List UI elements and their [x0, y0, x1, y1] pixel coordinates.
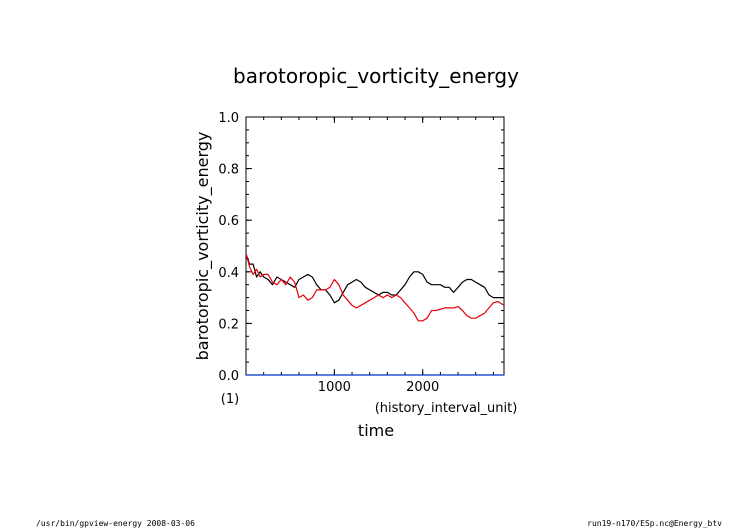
y-axis-label: barotoropic_vorticity_energy [193, 132, 213, 361]
axis-ticks [246, 116, 504, 376]
plot-frame [245, 116, 505, 376]
chart-title: barotoropic_vorticity_energy [233, 64, 519, 88]
x-tick-label: 1000 [318, 380, 351, 395]
y-tick-label: 0.6 [218, 214, 239, 229]
series-line-2 [245, 253, 505, 322]
series-line-1 [245, 253, 504, 304]
y-tick-label: 0.0 [218, 369, 239, 384]
y-axis-unit: (1) [221, 392, 239, 407]
x-axis-unit: (history_interval_unit) [375, 401, 518, 416]
y-tick-label: 0.2 [218, 317, 239, 332]
footer-right-text: run19-n170/ESp.nc@Energy_btv [587, 519, 722, 528]
tick-labels: 0.0 0.2 0.4 0.6 0.8 1.0 1000 2000 [218, 111, 439, 395]
y-tick-label: 0.4 [218, 266, 239, 281]
y-tick-label: 0.8 [218, 163, 239, 178]
y-tick-label: 1.0 [218, 111, 239, 126]
x-tick-label: 2000 [406, 380, 439, 395]
footer-left-text: /usr/bin/gpview-energy 2008-03-06 [36, 519, 195, 528]
series-layer [245, 253, 505, 376]
x-axis-label: time [358, 421, 394, 440]
